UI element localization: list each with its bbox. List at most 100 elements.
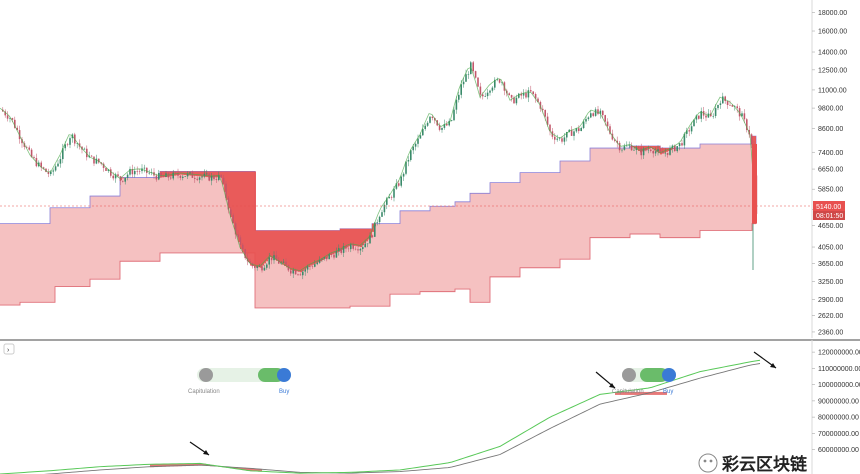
candle-body — [162, 176, 165, 178]
capitulation-fill — [214, 171, 216, 178]
oscillator-fill — [202, 463, 206, 466]
candle-body — [354, 248, 357, 250]
candle-body — [134, 170, 136, 175]
candle-body — [561, 138, 563, 142]
capitulation-fill — [332, 230, 334, 255]
osc-tick-label: 110000000.00 — [818, 366, 860, 373]
capitulation-fill — [274, 230, 276, 260]
capitulation-fill — [248, 171, 250, 263]
capitulation-fill — [654, 146, 656, 151]
toggle-knob-blue — [662, 368, 676, 382]
capitulation-fill — [314, 230, 316, 264]
oscillator-fill — [623, 391, 627, 395]
candle-body — [369, 235, 371, 244]
candle-body — [357, 249, 359, 251]
candle-body — [527, 90, 530, 98]
capitulation-fill — [296, 230, 298, 272]
oscillator-fill — [635, 391, 639, 395]
capitulation-fill — [316, 230, 318, 263]
legend-toggle-right[interactable] — [622, 368, 676, 382]
candle-body — [609, 126, 611, 134]
capitulation-fill — [306, 230, 308, 269]
capitulation-fill — [282, 230, 284, 265]
candle-body — [695, 115, 698, 120]
candle-body — [170, 177, 172, 179]
candle-body — [628, 145, 630, 146]
capitulation-fill — [304, 230, 306, 270]
capitulation-fill — [242, 171, 244, 253]
candle-body — [606, 121, 609, 127]
candle-body — [407, 159, 410, 162]
candle-body — [297, 274, 299, 275]
candle-body — [126, 174, 129, 178]
candle-body — [232, 215, 234, 224]
capitulation-fill — [122, 177, 124, 179]
capitulation-fill — [212, 171, 214, 178]
candle-body — [426, 122, 429, 126]
candle-body — [242, 244, 244, 250]
candle-body — [40, 162, 42, 168]
candle-body — [220, 174, 222, 178]
candle-body — [194, 177, 196, 179]
oscillator-fill — [615, 391, 619, 395]
candle-body — [208, 173, 210, 181]
candle-body — [167, 173, 170, 178]
capitulation-fill — [356, 228, 358, 247]
capitulation-fill — [292, 230, 294, 271]
candle-body — [290, 270, 292, 274]
capitulation-label-right: Capitulation — [612, 389, 644, 395]
candle-body — [498, 79, 501, 83]
candle-body — [182, 176, 184, 178]
capitulation-fill — [354, 228, 356, 246]
candle-body — [326, 256, 328, 260]
oscillator-fill — [158, 464, 162, 467]
oscillator-fill — [162, 464, 166, 467]
candle-body — [275, 255, 278, 261]
candle-body — [484, 96, 486, 97]
candle-body — [213, 175, 215, 180]
candle-body — [50, 171, 52, 175]
candle-body — [306, 266, 309, 270]
candle-body — [724, 96, 726, 102]
candle-body — [458, 94, 460, 100]
expand-icon: › — [7, 347, 10, 354]
candle-body — [362, 247, 364, 249]
candle-body — [201, 176, 203, 178]
candle-body — [575, 128, 578, 132]
candle-body — [66, 144, 69, 146]
candle-body — [136, 170, 138, 172]
candle-body — [131, 168, 134, 175]
wechat-icon — [698, 453, 718, 473]
candle-body — [647, 149, 650, 151]
candle-body — [698, 115, 700, 119]
capitulation-fill — [268, 230, 270, 260]
price-tick-label: 2360.00 — [818, 329, 843, 336]
candle-body — [314, 264, 316, 267]
price-tick-label: 2620.00 — [818, 313, 843, 320]
candle-body — [234, 223, 237, 235]
expand-button[interactable] — [3, 343, 15, 355]
capitulation-fill — [210, 171, 212, 178]
candle-body — [64, 144, 66, 149]
candle-body — [611, 133, 614, 140]
candle-body — [474, 71, 477, 78]
band-lower-line — [0, 223, 756, 309]
candle-body — [93, 156, 95, 164]
candle-body — [98, 158, 100, 163]
legend-toggle-left[interactable] — [197, 368, 291, 382]
candle-body — [102, 163, 105, 168]
candle-body — [750, 134, 753, 145]
toggle-fill-green — [258, 368, 284, 382]
candle-body — [112, 175, 114, 179]
candle-body — [582, 121, 585, 129]
candle-body — [669, 148, 671, 155]
candle-body — [587, 117, 590, 120]
candle-body — [563, 137, 566, 142]
capitulation-fill — [346, 228, 348, 248]
candle-body — [244, 249, 246, 259]
candle-body — [9, 118, 11, 119]
candle-body — [431, 116, 434, 119]
candle-body — [191, 172, 194, 178]
capitulation-fill — [238, 171, 240, 243]
candle-body — [626, 145, 628, 147]
